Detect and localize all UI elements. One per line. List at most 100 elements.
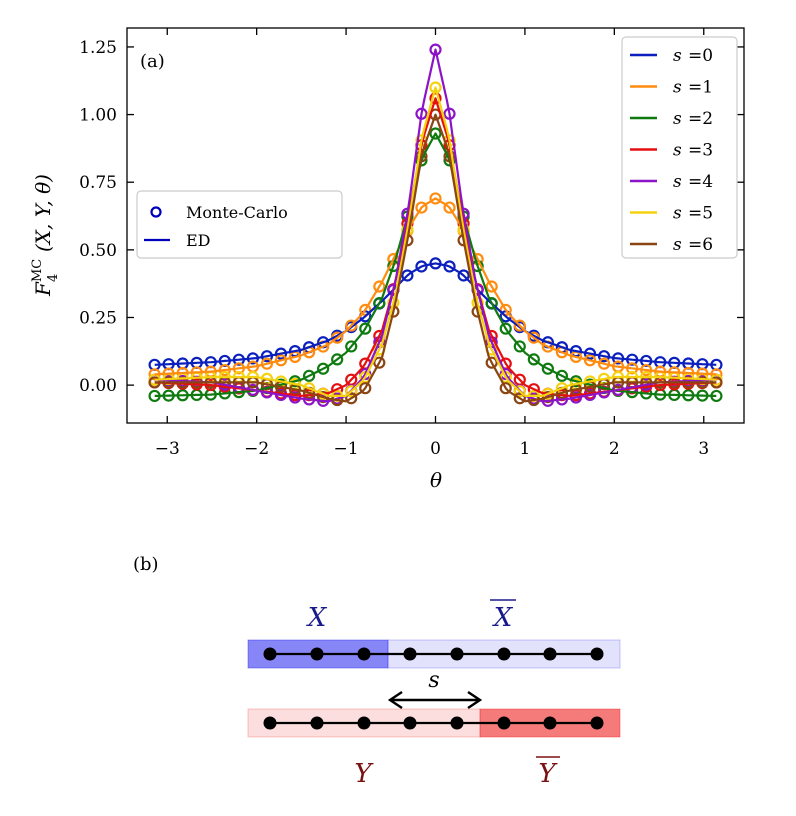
x-axis-label: θ (430, 468, 442, 492)
site-bottom (310, 716, 324, 730)
mc-point (373, 280, 386, 293)
x-tick-label: −2 (244, 439, 269, 459)
x-tick-label: 2 (609, 439, 620, 459)
chart-panel-a: −3 −2 −1 0 1 2 3 0.00 0.25 0.50 0.75 1.00 1.25 (a) θ… (30, 27, 745, 492)
label-y: Y (354, 759, 374, 789)
shift-arrow-left-head (387, 691, 403, 709)
ed-line-s6 (154, 113, 717, 403)
mc-point (317, 362, 330, 375)
mc-point (415, 260, 428, 273)
mc-point (485, 280, 498, 293)
legend-ed: ED (186, 231, 211, 250)
legend-s-value: =4 (688, 172, 713, 192)
legend-s-value: =0 (688, 46, 713, 66)
site-top (497, 647, 511, 661)
mc-point (499, 322, 512, 335)
mc-markers-s0 (148, 257, 723, 371)
legend-series-box (621, 36, 738, 259)
y-tick-label: 0.50 (79, 241, 117, 261)
y-axis-label: F MC 4 (X, Y, θ) (30, 174, 61, 297)
site-bottom (497, 716, 511, 730)
mc-point (274, 354, 288, 367)
ed-line-s0 (154, 262, 717, 366)
y-axis-label-sub: 4 (46, 274, 61, 282)
mc-point (583, 354, 597, 367)
mc-point (373, 356, 386, 369)
x-tick-label: −3 (155, 439, 180, 459)
panel-a-label: (a) (140, 51, 165, 72)
legend-monte-carlo: Monte-Carlo (186, 203, 288, 222)
mc-point (260, 357, 274, 370)
mc-point (485, 356, 498, 369)
legend-s-value: =2 (688, 109, 713, 129)
mc-point (597, 357, 611, 370)
y-tick-label: 1.25 (79, 38, 117, 58)
shift-label: s (428, 668, 439, 693)
label-y-bar: Y (538, 759, 558, 789)
y-tick-label: 0.25 (79, 308, 117, 328)
mc-point (485, 297, 498, 310)
ed-line-s4 (154, 48, 717, 403)
mc-point (331, 353, 344, 366)
ed-line-s1 (154, 197, 717, 376)
legend-method-box (136, 190, 343, 259)
y-tick-label: 1.00 (79, 106, 117, 126)
legend-s-value: =5 (688, 204, 713, 224)
mc-point (527, 353, 540, 366)
label-x: X (306, 603, 328, 633)
mc-point (443, 260, 456, 273)
x-tick-label: 3 (698, 439, 709, 459)
mc-point (429, 81, 442, 94)
mc-point (373, 297, 386, 310)
site-bottom (543, 716, 557, 730)
site-bottom (450, 716, 464, 730)
x-tick-label: 0 (430, 439, 441, 459)
mc-point (513, 340, 526, 353)
mc-point (345, 340, 358, 353)
label-x-bar: X (492, 603, 514, 633)
mc-point (317, 391, 330, 404)
site-top (590, 647, 604, 661)
mc-point (541, 391, 554, 404)
legend-s-symbol: s (673, 141, 682, 161)
mc-point (429, 127, 442, 140)
mc-point (457, 269, 470, 282)
site-top (403, 647, 417, 661)
site-top (357, 647, 371, 661)
legend-s-symbol: s (673, 78, 682, 98)
mc-point (443, 201, 456, 214)
legend-marker-icon (150, 206, 162, 218)
ed-line-s5 (154, 86, 717, 397)
legend-s-symbol: s (673, 46, 682, 66)
site-bottom (263, 716, 277, 730)
x-tick-label: −1 (334, 439, 359, 459)
y-axis-label-sup: MC (30, 259, 45, 282)
legend-s-symbol: s (673, 204, 682, 224)
mc-point (345, 385, 358, 398)
series-group (148, 43, 723, 407)
legend-series: s =0 s =1 s =2 s =3 s =4 s =5 s =6 (621, 36, 738, 259)
site-top (450, 647, 464, 661)
mc-point (541, 362, 554, 375)
legend-s-symbol: s (673, 172, 682, 192)
legend-s-value: =3 (688, 141, 713, 161)
site-top (310, 647, 324, 661)
mc-point (345, 392, 358, 405)
diagram-panel-b: (b) X X s Y Y (133, 554, 621, 789)
legend-method: Monte-Carlo ED (136, 190, 343, 259)
mc-point (359, 322, 372, 335)
mc-point (513, 392, 526, 405)
site-top (263, 647, 277, 661)
mc-point (513, 385, 526, 398)
site-bottom (357, 716, 371, 730)
site-top (543, 647, 557, 661)
y-axis-label-main: F (31, 281, 55, 297)
legend-s-value: =6 (688, 235, 713, 255)
mc-point (359, 382, 372, 395)
shift-arrow-right-head (467, 691, 483, 709)
legend-s-symbol: s (673, 235, 682, 255)
mc-point (555, 369, 569, 382)
panel-b-label: (b) (133, 554, 159, 575)
x-tick-label: 1 (520, 439, 531, 459)
